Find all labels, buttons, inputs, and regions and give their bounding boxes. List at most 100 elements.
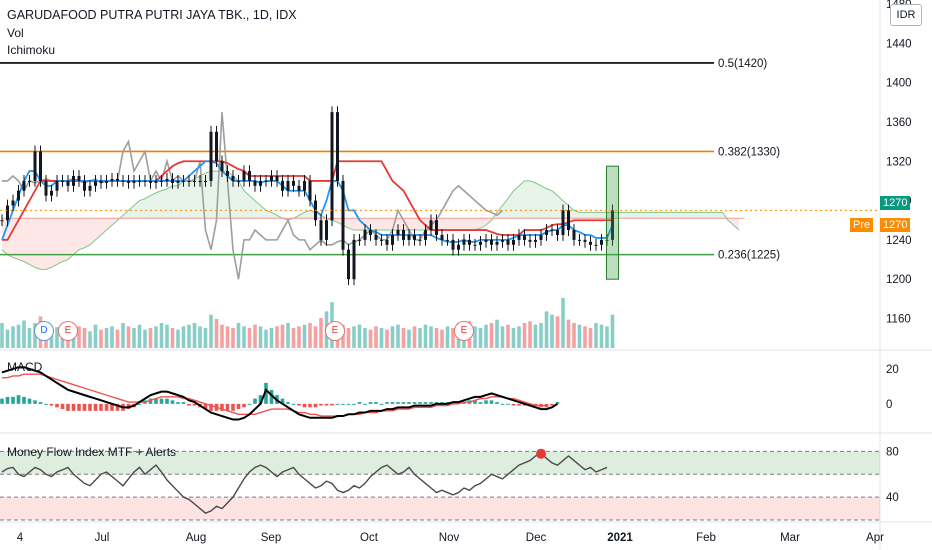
price-candle [446, 239, 449, 241]
volume-bar [313, 326, 318, 348]
ichimoku-cloud-segment [684, 212, 690, 219]
ichimoku-cloud-segment [189, 178, 195, 219]
macd-histogram-bar [11, 396, 15, 404]
volume-bar [49, 329, 54, 348]
macd-histogram-bar [368, 402, 373, 404]
ichimoku-cloud-segment [156, 190, 162, 219]
volume-bar [539, 323, 543, 348]
ichimoku-cloud-segment [662, 212, 668, 219]
ichimoku-cloud-segment [447, 218, 453, 231]
volume-bar [561, 298, 565, 348]
macd-signal-line [2, 373, 547, 417]
macd-histogram-bar [203, 403, 208, 410]
earnings-event-icon[interactable]: E [454, 321, 474, 341]
macd-histogram-bar [192, 403, 197, 406]
price-axis-tick: 1240 [886, 235, 912, 247]
macd-axis-tick: 20 [886, 364, 899, 376]
fib-level-label: 0.236(1225) [718, 250, 780, 262]
volume-bar [110, 326, 114, 348]
price-candle [33, 151, 37, 181]
volume-bar [264, 329, 268, 348]
macd-histogram-bar [115, 403, 120, 411]
volume-bar [275, 326, 279, 348]
price-candle [83, 180, 86, 191]
price-candle [237, 180, 240, 182]
price-candle [583, 239, 587, 242]
mfi-label[interactable]: Money Flow Index MTF + Alerts [7, 445, 177, 459]
ichimoku-cloud-segment [585, 212, 591, 219]
ichimoku-cloud-segment [519, 180, 525, 219]
ichimoku-indicator-label[interactable]: Ichimoku [7, 43, 56, 57]
price-candle [418, 239, 422, 241]
price-candle [264, 180, 268, 182]
price-candle [215, 131, 218, 162]
ichimoku-cloud-segment [172, 185, 178, 219]
macd-histogram-bar [385, 402, 389, 404]
ichimoku-cloud-segment [618, 212, 624, 219]
ichimoku-cloud-segment [29, 218, 35, 268]
ichimoku-cloud-segment [711, 212, 717, 219]
volume-indicator-label[interactable]: Vol [7, 26, 24, 40]
price-candle [39, 151, 42, 181]
macd-histogram-bar [165, 398, 169, 404]
ichimoku-cloud-segment [541, 185, 547, 219]
ichimoku-cloud-segment [354, 218, 360, 231]
price-candle [435, 220, 438, 235]
price-candle [297, 185, 301, 191]
time-axis-tick: Jul [95, 532, 110, 544]
ichimoku-cloud-segment [18, 218, 24, 262]
volume-bar [583, 326, 587, 348]
price-candle [385, 239, 389, 245]
earnings-event-icon[interactable]: E [58, 321, 78, 341]
earnings-event-icon[interactable]: E [325, 321, 345, 341]
price-candle [506, 239, 510, 245]
price-axis-tick: 1200 [886, 274, 912, 286]
ichimoku-cloud-segment [139, 198, 145, 219]
macd-histogram-bar [170, 400, 175, 404]
ichimoku-cloud-segment [381, 218, 387, 231]
macd-histogram-bar [71, 403, 76, 411]
volume-bar [346, 328, 351, 348]
volume-bar [368, 329, 373, 348]
ichimoku-cloud-segment [387, 218, 393, 231]
last-price-badge: 1270 [880, 196, 911, 210]
ichimoku-cloud-segment [601, 212, 607, 219]
volume-bar [291, 328, 296, 348]
volume-bar [16, 324, 21, 348]
ichimoku-cloud-segment [46, 218, 52, 270]
price-candle [341, 180, 345, 250]
ichimoku-cloud-segment [57, 218, 63, 265]
macd-histogram-bar [363, 403, 367, 405]
ichimoku-cloud-segment [95, 218, 101, 240]
ichimoku-cloud-segment [513, 185, 519, 219]
ichimoku-cloud-segment [645, 212, 651, 219]
ichimoku-cloud-segment [271, 212, 277, 219]
price-axis-tick: 1320 [886, 156, 912, 168]
price-candle [66, 180, 70, 186]
macd-histogram-bar [231, 403, 235, 411]
macd-histogram-bar [82, 403, 87, 411]
ichimoku-cloud-segment [623, 212, 629, 219]
mfi-overbought-zone [0, 451, 880, 475]
macd-histogram-bar [66, 403, 70, 411]
ichimoku-cloud-segment [453, 218, 459, 231]
dividend-event-icon[interactable]: D [34, 321, 54, 341]
ichimoku-cloud-segment [348, 218, 354, 231]
macd-histogram-bar [495, 402, 499, 404]
macd-label[interactable]: MACD [7, 360, 43, 374]
pre-market-price-badge: 1270 [880, 218, 911, 232]
volume-bar [99, 329, 103, 348]
macd-histogram-bar [352, 403, 356, 405]
price-candle [110, 178, 114, 181]
macd-histogram-bar [511, 403, 516, 406]
macd-histogram-bar [220, 403, 224, 411]
price-candle [209, 131, 213, 181]
ichimoku-cloud-segment [178, 180, 184, 219]
price-candle [127, 180, 130, 183]
mfi-axis-tick: 40 [886, 492, 899, 504]
currency-button[interactable]: IDR [890, 4, 922, 26]
volume-bar [555, 316, 560, 348]
ichimoku-cloud-segment [596, 212, 602, 219]
price-candle [275, 176, 279, 181]
macd-histogram-bar [148, 398, 153, 404]
